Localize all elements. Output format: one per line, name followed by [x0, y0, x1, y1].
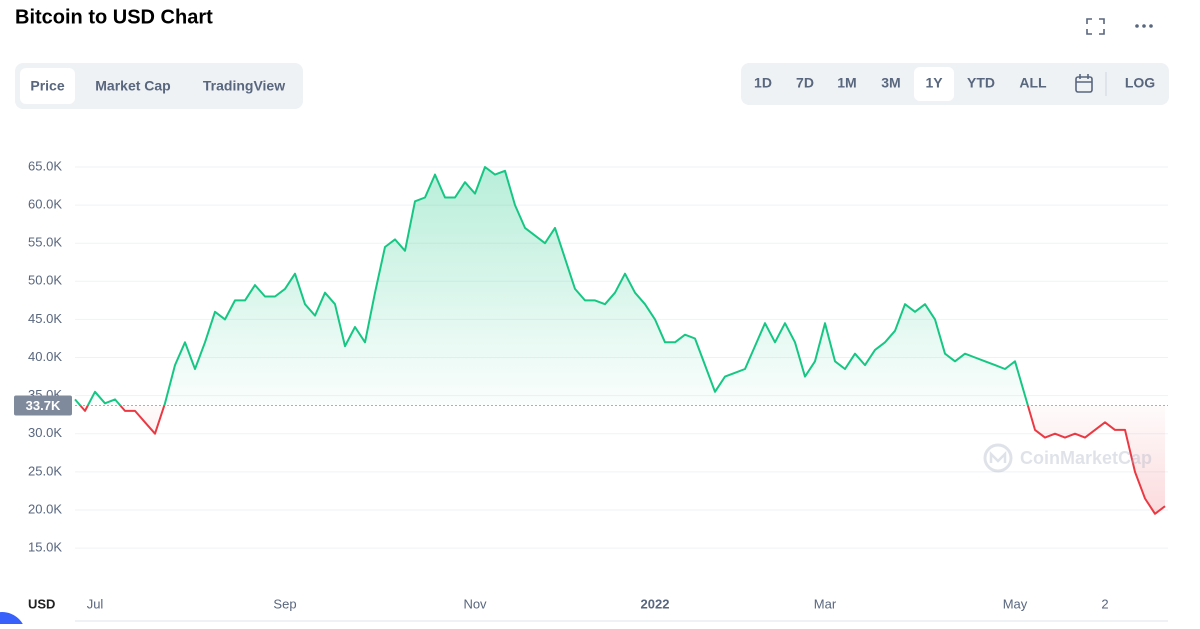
more-icon[interactable] [1135, 24, 1153, 28]
y-tick-label: 45.0K [28, 311, 62, 326]
reference-label: 33.7K [26, 398, 61, 413]
active-tab-bg [20, 68, 75, 104]
x-tick-label: May [1003, 596, 1028, 611]
x-tick-label: Nov [463, 596, 487, 611]
tab[interactable]: TradingView [203, 78, 285, 94]
y-tick-label: 15.0K [28, 540, 62, 555]
range-button[interactable]: ALL [1019, 75, 1047, 91]
y-tick-label: 60.0K [28, 197, 62, 212]
tab[interactable]: Market Cap [95, 78, 170, 94]
help-bubble[interactable] [0, 612, 26, 624]
currency-label: USD [28, 596, 55, 611]
range-button[interactable]: YTD [967, 75, 995, 91]
tab-group [15, 63, 303, 109]
x-tick-label: 2022 [641, 596, 670, 611]
watermark: CoinMarketCap [983, 443, 1152, 473]
y-tick-label: 50.0K [28, 273, 62, 288]
x-tick-label: 2 [1101, 596, 1108, 611]
price-line [74, 166, 1166, 515]
range-button[interactable]: 7D [796, 75, 814, 91]
fullscreen-icon[interactable] [1086, 18, 1105, 35]
y-tick-label: 25.0K [28, 463, 62, 478]
price-area [75, 167, 1165, 514]
reference-tag [14, 395, 72, 416]
y-tick-label: 40.0K [28, 349, 62, 364]
log-button[interactable]: LOG [1125, 75, 1155, 91]
y-tick-label: 30.0K [28, 425, 62, 440]
x-tick-label: Jul [87, 596, 104, 611]
page-title: Bitcoin to USD Chart [15, 6, 213, 28]
calendar-icon[interactable] [1075, 74, 1093, 93]
range-button[interactable]: 1D [754, 75, 772, 91]
active-range-bg [914, 67, 954, 101]
x-tick-label: Mar [814, 596, 837, 611]
tab[interactable]: Price [30, 78, 64, 94]
range-group [741, 63, 1169, 105]
range-button[interactable]: 1M [837, 75, 856, 91]
range-button[interactable]: 1Y [925, 75, 943, 91]
y-tick-label: 55.0K [28, 235, 62, 250]
y-tick-label: 65.0K [28, 158, 62, 173]
range-button[interactable]: 3M [881, 75, 900, 91]
y-tick-label: 20.0K [28, 501, 62, 516]
watermark-text: CoinMarketCap [1020, 448, 1152, 468]
x-tick-label: Sep [273, 596, 296, 611]
